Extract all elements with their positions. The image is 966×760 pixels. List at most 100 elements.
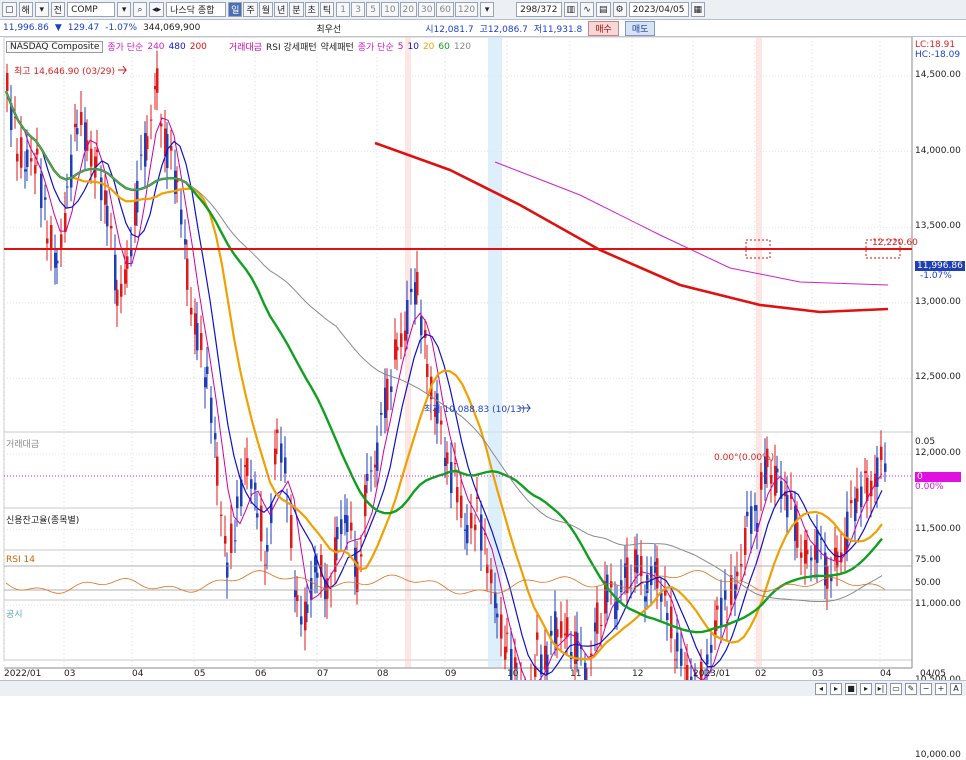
legend-volume-label[interactable]: 거래대금 [228, 43, 263, 53]
candle-body [876, 457, 879, 487]
mode-button-1[interactable]: 해 [18, 2, 33, 17]
credit-pane-label[interactable]: 신용잔고율(종목별) [6, 516, 80, 526]
ma20-line [4, 90, 883, 661]
candle-body [700, 661, 703, 696]
candle-body [194, 313, 197, 335]
scroll-left-icon[interactable]: ◂ [815, 682, 827, 695]
stop-icon[interactable]: ■ [845, 682, 857, 695]
date-tick-label: 02 [755, 669, 767, 679]
symbol-input[interactable]: COMP [67, 2, 116, 17]
interval-button[interactable]: 30 [418, 2, 436, 17]
scroll-right-icon[interactable]: ▸ [830, 682, 842, 695]
candle-body [196, 323, 199, 351]
period-button[interactable]: 주 [243, 2, 258, 17]
candle-body [274, 448, 277, 465]
candle-body [20, 137, 23, 168]
candle-body [670, 606, 673, 639]
volume-pane-label[interactable]: 거래대금 [6, 440, 40, 450]
candle-body [444, 457, 447, 467]
interval-button[interactable]: 1 [336, 2, 351, 17]
candle-body [666, 613, 669, 621]
candle-body [594, 622, 597, 632]
date-tick-label: 07 [317, 669, 329, 679]
period-button[interactable]: 일 [228, 2, 243, 17]
calendar-icon[interactable]: ▦ [690, 2, 706, 17]
end-icon[interactable]: ▸| [875, 682, 887, 695]
legend-symbol-name[interactable]: NASDAQ Composite [6, 40, 104, 53]
price-chart[interactable] [0, 0, 966, 696]
dropdown-icon[interactable]: ▾ [34, 2, 49, 17]
candle-body [260, 505, 263, 542]
candle-body [664, 587, 667, 596]
candle-body [96, 149, 99, 153]
candle-body [614, 602, 617, 619]
buy-button[interactable]: 매수 [588, 20, 619, 36]
candle-body [206, 366, 209, 375]
period-button[interactable]: 분 [289, 2, 304, 17]
symbol-dropdown-icon[interactable]: ▾ [117, 2, 132, 17]
candle-body [314, 556, 317, 573]
candle-body [550, 630, 553, 636]
date-tick-label: 03 [64, 669, 76, 679]
rsi-pane-label[interactable]: RSI 14 [6, 555, 35, 565]
candle-body [50, 225, 53, 250]
candle-body [276, 429, 279, 434]
sound-icon[interactable]: ◂▸ [149, 2, 165, 17]
preferred-label: 최우선 [316, 24, 342, 35]
search-icon[interactable]: ⌕ [133, 2, 148, 17]
candle-body [656, 558, 659, 589]
legend-ma-long-label[interactable]: 종가 단순 [107, 43, 144, 53]
interval-button[interactable]: 20 [399, 2, 417, 17]
zoom-in-icon[interactable]: + [935, 682, 947, 695]
candle-body [644, 596, 647, 602]
indicator-icon[interactable]: ∿ [580, 2, 595, 17]
candle-body [46, 238, 49, 244]
interval-button[interactable]: 120 [454, 2, 479, 17]
gear-icon[interactable]: ⚙ [612, 2, 627, 17]
candle-body [446, 452, 449, 464]
candle-body [486, 564, 489, 574]
mode-button-2[interactable]: 전 [50, 2, 66, 17]
period-button[interactable]: 월 [258, 2, 273, 17]
zoom-out-icon[interactable]: − [920, 682, 932, 695]
legend-weak-pattern[interactable]: 약세패턴 [320, 43, 354, 53]
sell-button[interactable]: 매도 [624, 20, 656, 36]
legend-ma-short-label[interactable]: 종가 단순 [357, 43, 394, 53]
window-icon[interactable]: ▢ [2, 2, 17, 17]
candle-body [100, 177, 103, 201]
date-input[interactable]: 2023/04/05 [628, 2, 689, 17]
interval-dropdown-icon[interactable]: ▾ [480, 2, 495, 17]
candle-body [854, 498, 857, 522]
save-icon[interactable]: ▤ [596, 2, 611, 17]
candle-body [66, 186, 69, 188]
period-button[interactable]: 년 [273, 2, 289, 17]
layout-icon[interactable]: ▭ [890, 682, 902, 695]
candle-body [536, 632, 539, 640]
candle-body [366, 473, 369, 481]
interval-button[interactable]: 5 [366, 2, 381, 17]
interval-button[interactable]: 3 [351, 2, 366, 17]
candle-body [350, 522, 353, 531]
period-button[interactable]: 틱 [319, 2, 335, 17]
level-annotation: 12,220.60 [872, 238, 918, 248]
legend-rsi-strong[interactable]: RSI 강세패턴 [266, 43, 317, 53]
candle-body [210, 397, 213, 423]
candle-body [204, 377, 207, 388]
candle-body [190, 307, 193, 315]
candle-body [864, 471, 867, 474]
interval-button[interactable]: 60 [436, 2, 454, 17]
notice-pane-label[interactable]: 공시 [6, 610, 23, 620]
candle-body [126, 256, 129, 269]
volume-value-label: 0.00°(0.00%) [714, 453, 775, 463]
text-icon[interactable]: A [950, 682, 962, 695]
high-price: 고12,086.7 [479, 24, 528, 35]
draw-icon[interactable]: ✎ [905, 682, 917, 695]
play-icon[interactable]: ▸ [860, 682, 872, 695]
period-button[interactable]: 초 [304, 2, 319, 17]
interval-buttons: 1 3 5 10 20 30 60 120 [336, 2, 479, 17]
chart-type-icon[interactable]: ▥ [563, 2, 579, 17]
count-value: 298 [520, 4, 538, 15]
candle-body [870, 480, 873, 497]
candle-body [340, 519, 343, 535]
interval-button[interactable]: 10 [381, 2, 399, 17]
